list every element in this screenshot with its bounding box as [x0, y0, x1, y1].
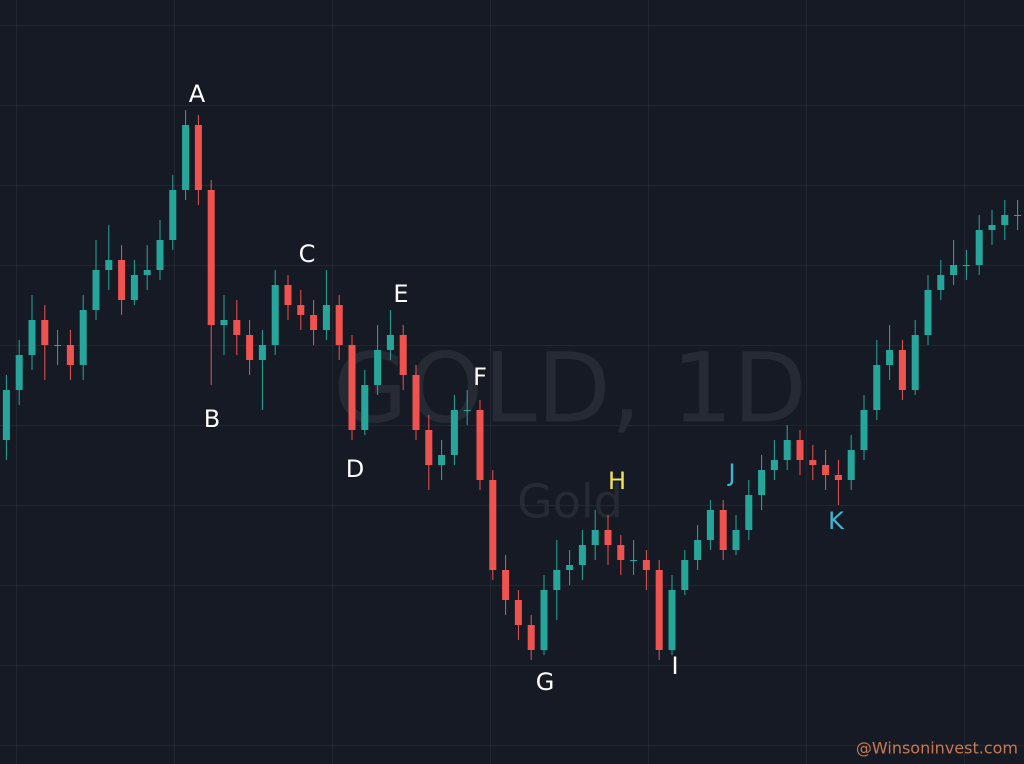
candle-body: [1001, 215, 1009, 225]
candle-body: [514, 600, 522, 625]
candle-body: [79, 310, 87, 365]
candle-body: [463, 410, 471, 411]
wave-label: I: [671, 652, 678, 680]
candle-body: [66, 345, 74, 365]
candle-body: [425, 430, 433, 465]
candle-body: [271, 285, 279, 345]
candle-body: [386, 335, 394, 350]
candle-body: [438, 455, 446, 465]
wave-label: B: [204, 405, 220, 433]
candle-body: [246, 335, 254, 360]
candle-body: [169, 190, 177, 240]
candle-body: [706, 510, 714, 540]
candle-body: [527, 625, 535, 650]
candle-body: [809, 460, 817, 465]
candle-body: [207, 190, 215, 325]
candle-body: [591, 530, 599, 545]
wave-label: K: [828, 507, 845, 535]
wave-label: D: [346, 455, 364, 483]
wave-label: H: [608, 467, 626, 495]
candle-body: [28, 320, 36, 355]
candle-body: [630, 560, 638, 561]
candle-body: [988, 225, 996, 230]
candle-body: [258, 345, 266, 360]
watermark-title: GOLD, 1D: [333, 332, 806, 444]
candle-body: [15, 355, 23, 390]
candle-body: [361, 385, 369, 430]
candle-body: [335, 305, 343, 345]
candle-body: [924, 290, 932, 335]
candle-body: [553, 570, 561, 590]
candle-body: [642, 560, 650, 570]
candle-body: [374, 350, 382, 385]
candle-body: [54, 345, 62, 346]
candle-body: [233, 320, 241, 335]
candle-body: [118, 260, 126, 300]
candle-body: [297, 305, 305, 315]
candle-body: [1014, 215, 1022, 216]
candle-body: [540, 590, 548, 650]
candle-body: [105, 260, 113, 270]
candle-body: [476, 410, 484, 480]
wave-label: C: [299, 240, 316, 268]
candle-body: [783, 440, 791, 460]
candle-body: [322, 305, 330, 330]
candle-body: [796, 440, 804, 460]
candle-body: [668, 590, 676, 650]
candle-body: [41, 320, 49, 345]
candle-body: [502, 570, 510, 600]
candle-body: [566, 565, 574, 570]
candle-body: [681, 560, 689, 590]
candle-body: [182, 125, 190, 190]
candle-body: [822, 465, 830, 475]
candle-body: [950, 265, 958, 275]
candle-body: [130, 275, 138, 300]
candle-body: [489, 480, 497, 570]
candle-body: [2, 390, 10, 440]
wave-label: A: [189, 80, 206, 108]
candle-body: [450, 410, 458, 455]
candle-body: [655, 570, 663, 650]
candle-body: [834, 475, 842, 480]
candle-body: [399, 335, 407, 375]
candle-body: [143, 270, 151, 275]
wave-label: E: [393, 280, 408, 308]
candle-body: [348, 345, 356, 430]
candle-body: [860, 410, 868, 450]
credit: @Winsoninvest.com: [856, 739, 1018, 758]
candle-body: [873, 365, 881, 410]
candle-body: [911, 335, 919, 390]
candle-body: [284, 285, 292, 305]
watermark-subtitle: Gold: [517, 475, 623, 529]
candle-body: [194, 125, 202, 190]
candle-body: [745, 495, 753, 530]
candle-body: [847, 450, 855, 480]
candle-body: [412, 375, 420, 430]
candle-body: [92, 270, 100, 310]
candle-body: [770, 460, 778, 470]
candle-body: [975, 230, 983, 265]
wave-label: J: [726, 459, 735, 487]
candle-body: [898, 350, 906, 390]
candle-body: [732, 530, 740, 550]
wave-label: G: [536, 668, 555, 696]
candle-body: [578, 545, 586, 565]
wave-label: F: [473, 363, 487, 391]
candle-body: [962, 265, 970, 266]
candle-body: [617, 545, 625, 560]
candle-body: [719, 510, 727, 550]
candle-body: [937, 275, 945, 290]
candle-body: [156, 240, 164, 270]
candle-body: [220, 320, 228, 325]
candle-body: [694, 540, 702, 560]
candle-body: [604, 530, 612, 545]
candle-body: [886, 350, 894, 365]
candle-body: [758, 470, 766, 495]
candle-body: [310, 315, 318, 330]
